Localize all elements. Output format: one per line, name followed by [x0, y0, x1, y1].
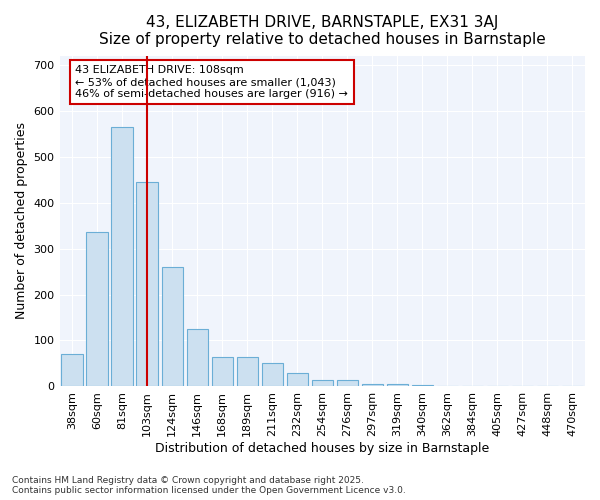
Bar — [236, 356, 258, 386]
X-axis label: Distribution of detached houses by size in Barnstaple: Distribution of detached houses by size … — [155, 442, 490, 455]
Bar — [387, 384, 408, 386]
Bar — [262, 362, 283, 386]
Bar — [212, 356, 233, 386]
Title: 43, ELIZABETH DRIVE, BARNSTAPLE, EX31 3AJ
Size of property relative to detached : 43, ELIZABETH DRIVE, BARNSTAPLE, EX31 3A… — [99, 15, 545, 48]
Bar — [112, 127, 133, 386]
Text: 43 ELIZABETH DRIVE: 108sqm
← 53% of detached houses are smaller (1,043)
46% of s: 43 ELIZABETH DRIVE: 108sqm ← 53% of deta… — [76, 66, 348, 98]
Bar — [412, 385, 433, 386]
Bar — [362, 384, 383, 386]
Bar — [287, 372, 308, 386]
Bar — [311, 380, 333, 386]
Bar — [187, 329, 208, 386]
Bar — [86, 232, 108, 386]
Bar — [136, 182, 158, 386]
Bar — [161, 267, 183, 386]
Bar — [61, 354, 83, 386]
Bar — [337, 380, 358, 386]
Y-axis label: Number of detached properties: Number of detached properties — [15, 122, 28, 320]
Text: Contains HM Land Registry data © Crown copyright and database right 2025.
Contai: Contains HM Land Registry data © Crown c… — [12, 476, 406, 495]
